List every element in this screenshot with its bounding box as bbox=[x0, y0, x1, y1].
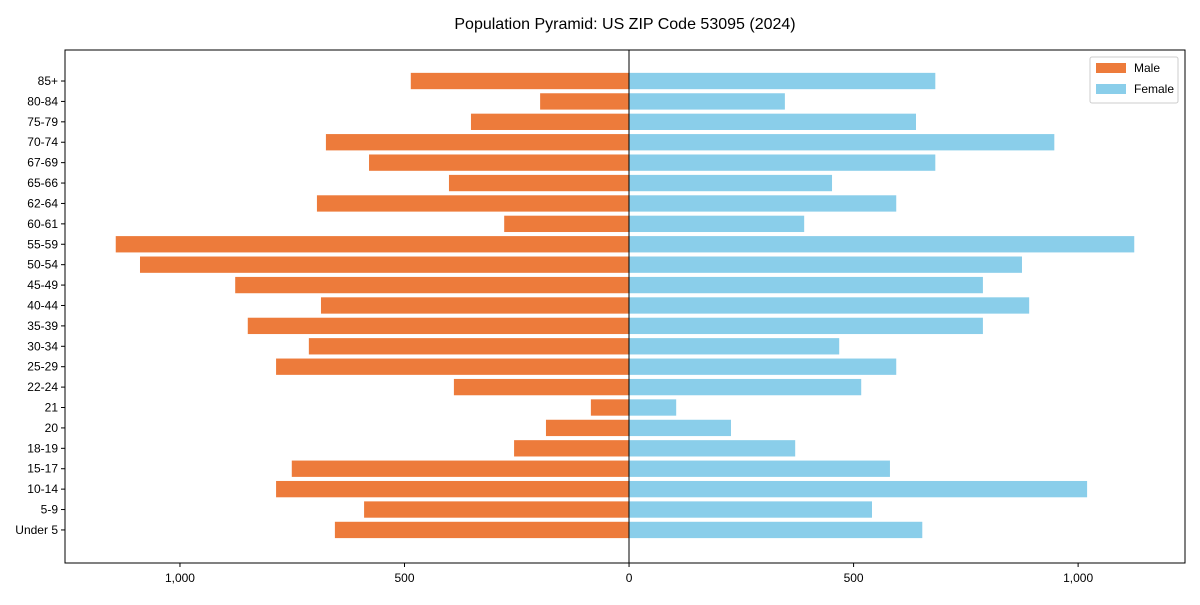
legend-label-female: Female bbox=[1134, 82, 1174, 96]
bar-female-25-29 bbox=[629, 358, 897, 375]
y-tick-label: 20 bbox=[45, 421, 59, 435]
bar-male-20 bbox=[545, 419, 630, 437]
y-tick-label: 55-59 bbox=[27, 237, 58, 251]
bar-female-30-34 bbox=[629, 338, 840, 355]
legend-label-male: Male bbox=[1134, 61, 1160, 75]
y-tick-label: 85+ bbox=[38, 74, 58, 88]
x-tick-label: 500 bbox=[394, 571, 414, 585]
bar-female-80-84 bbox=[629, 93, 785, 110]
bar-female-under-5 bbox=[629, 521, 923, 539]
y-tick-label: 62-64 bbox=[27, 196, 58, 210]
legend: Male Female bbox=[1089, 56, 1179, 104]
y-tick-label: 60-61 bbox=[27, 217, 58, 231]
y-tick-label: 70-74 bbox=[27, 135, 58, 149]
bar-male-10-14 bbox=[276, 480, 630, 498]
bar-female-85+ bbox=[629, 72, 936, 90]
bar-male-50-54 bbox=[139, 256, 630, 273]
bar-male-30-34 bbox=[308, 338, 630, 355]
bar-female-10-14 bbox=[629, 480, 1088, 498]
bar-male-22-24 bbox=[453, 378, 630, 396]
y-tick-label: 22-24 bbox=[27, 380, 58, 394]
bar-male-5-9 bbox=[364, 501, 630, 518]
y-tick-label: 35-39 bbox=[27, 319, 58, 333]
bar-female-62-64 bbox=[629, 195, 897, 212]
bar-male-70-74 bbox=[325, 134, 630, 151]
bar-female-65-66 bbox=[629, 174, 833, 192]
y-tick-label: 21 bbox=[45, 401, 59, 415]
y-tick-label: 18-19 bbox=[27, 441, 58, 455]
bar-male-75-79 bbox=[470, 113, 630, 130]
bar-male-18-19 bbox=[514, 440, 630, 457]
bar-male-21 bbox=[590, 399, 630, 416]
bar-female-40-44 bbox=[629, 297, 1030, 314]
y-tick-label: 75-79 bbox=[27, 115, 58, 129]
y-tick-label: 80-84 bbox=[27, 94, 58, 108]
chart-title: Population Pyramid: US ZIP Code 53095 (2… bbox=[454, 16, 795, 33]
bar-male-80-84 bbox=[540, 93, 630, 110]
bar-male-35-39 bbox=[247, 317, 630, 335]
y-tick-label: 65-66 bbox=[27, 176, 58, 190]
bar-male-25-29 bbox=[276, 358, 630, 375]
y-tick-label: 40-44 bbox=[27, 298, 58, 312]
bar-male-60-61 bbox=[504, 215, 630, 233]
bar-male-40-44 bbox=[320, 297, 630, 314]
bar-female-21 bbox=[629, 399, 677, 416]
x-tick-label: 500 bbox=[844, 571, 864, 585]
x-tick-label: 1,000 bbox=[165, 571, 195, 585]
bar-male-45-49 bbox=[235, 276, 630, 294]
bar-female-22-24 bbox=[629, 378, 862, 396]
legend-swatch-male bbox=[1096, 63, 1126, 73]
bar-female-18-19 bbox=[629, 440, 796, 457]
bar-female-70-74 bbox=[629, 134, 1055, 151]
bar-female-45-49 bbox=[629, 276, 983, 294]
bar-female-55-59 bbox=[629, 236, 1135, 253]
bar-female-67-69 bbox=[629, 154, 936, 171]
bar-male-under-5 bbox=[334, 521, 630, 539]
y-tick-label: 10-14 bbox=[27, 482, 58, 496]
bar-female-5-9 bbox=[629, 501, 872, 518]
bar-female-20 bbox=[629, 419, 731, 437]
y-tick-label: 67-69 bbox=[27, 156, 58, 170]
y-tick-label: 30-34 bbox=[27, 339, 58, 353]
y-tick-label: 25-29 bbox=[27, 360, 58, 374]
legend-swatch-female bbox=[1096, 84, 1126, 94]
y-tick-label: Under 5 bbox=[15, 523, 58, 537]
bar-male-65-66 bbox=[448, 174, 630, 192]
y-tick-label: 15-17 bbox=[27, 462, 58, 476]
bar-female-60-61 bbox=[629, 215, 805, 233]
y-tick-label: 50-54 bbox=[27, 258, 58, 272]
x-tick-label: 0 bbox=[626, 571, 633, 585]
plot-frame bbox=[64, 49, 1186, 564]
bar-male-62-64 bbox=[316, 195, 630, 212]
y-tick-label: 5-9 bbox=[41, 503, 59, 517]
y-tick-label: 45-49 bbox=[27, 278, 58, 292]
bar-male-85+ bbox=[410, 72, 630, 90]
bar-female-15-17 bbox=[629, 460, 890, 477]
x-tick-label: 1,000 bbox=[1063, 571, 1093, 585]
bar-female-50-54 bbox=[629, 256, 1022, 273]
bar-male-67-69 bbox=[369, 154, 630, 171]
bar-female-75-79 bbox=[629, 113, 917, 130]
bar-male-55-59 bbox=[115, 236, 630, 253]
bar-female-35-39 bbox=[629, 317, 983, 335]
bar-male-15-17 bbox=[291, 460, 630, 477]
